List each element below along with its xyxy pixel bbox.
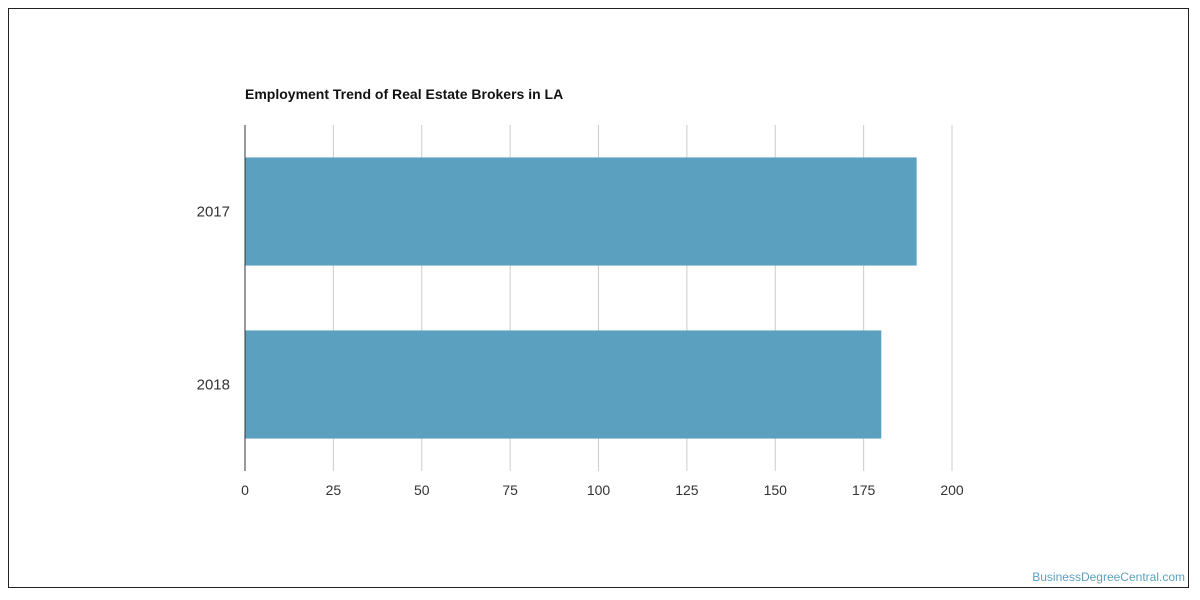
bars <box>245 157 917 439</box>
x-tick-label: 75 <box>502 482 518 498</box>
x-tick-label: 100 <box>587 482 611 498</box>
x-tick-label: 0 <box>241 482 249 498</box>
x-tick-label: 175 <box>852 482 876 498</box>
x-tick-label: 200 <box>940 482 964 498</box>
bar <box>245 157 917 266</box>
x-tick-labels: 0 25 50 75 100 125 150 175 200 <box>241 482 964 498</box>
category-label: 2018 <box>197 377 230 394</box>
chart-title: Employment Trend of Real Estate Brokers … <box>245 86 563 102</box>
source-watermark: BusinessDegreeCentral.com <box>1032 570 1185 584</box>
x-tick-label: 150 <box>764 482 788 498</box>
category-label: 2017 <box>197 204 230 221</box>
category-labels: 2017 2018 <box>197 204 230 394</box>
bar <box>245 330 882 439</box>
x-tick-label: 125 <box>675 482 699 498</box>
x-tick-label: 50 <box>414 482 430 498</box>
x-tick-label: 25 <box>326 482 342 498</box>
